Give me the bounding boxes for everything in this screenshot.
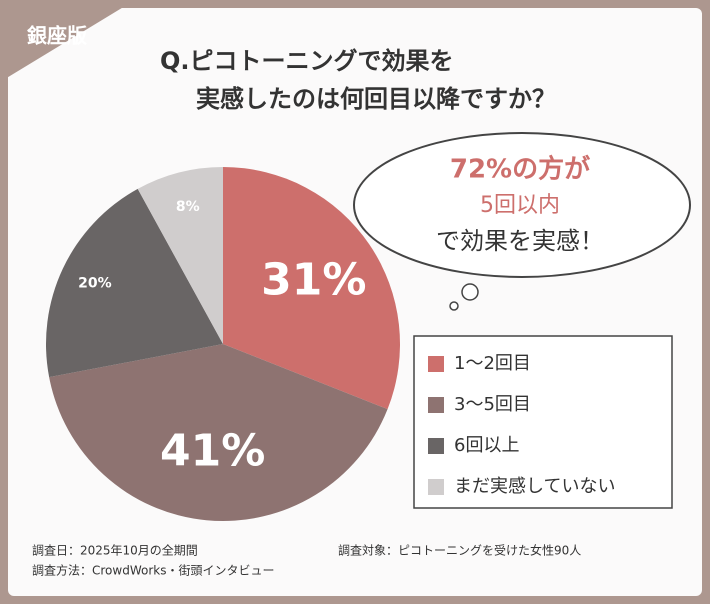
legend-swatch [428, 438, 444, 454]
footer-subject: 調査対象：ピコトーニングを受けた女性90人 [338, 543, 581, 558]
legend-swatch [428, 356, 444, 372]
legend-label: 1〜2回目 [454, 353, 531, 374]
legend-label: まだ実感していない [454, 476, 615, 497]
footer-date: 調査日：2025年10月の全期間 [32, 543, 198, 558]
pie-slice [49, 344, 388, 521]
pie-slice [45, 188, 224, 378]
footer-method: 調査方法：CrowdWorks・街頭インタビュー [32, 563, 274, 578]
legend-label: 3〜5回目 [454, 394, 531, 415]
callout: 72%の方が 5回以内 で効果を実感！ [353, 132, 691, 311]
legend-swatch [428, 397, 444, 413]
data-label: 20% [78, 276, 112, 292]
data-label: 41% [160, 425, 265, 476]
data-label: 31% [261, 254, 366, 305]
title: Q.ピコトーニングで効果を [160, 47, 454, 75]
title: 実感したのは何回目以降ですか？ [196, 85, 556, 113]
legend-label: 6回以上 [454, 435, 519, 456]
legend [413, 335, 673, 509]
callout-text: で効果を実感！ [436, 227, 604, 255]
pie: 31% 41% 20% 8% [45, 167, 400, 521]
callout-dot [449, 301, 459, 311]
callout-dot [461, 283, 479, 301]
pie-slice [137, 167, 223, 344]
badge-corner [0, 0, 135, 82]
badge: 銀座版 [27, 24, 87, 48]
pie-slice [223, 167, 400, 410]
callout-text: 5回以内 [480, 193, 560, 218]
data-label: 8% [176, 199, 200, 215]
legend-swatch [428, 479, 444, 495]
callout-bubble [353, 132, 691, 278]
callout-text: 72%の方が [450, 154, 590, 185]
